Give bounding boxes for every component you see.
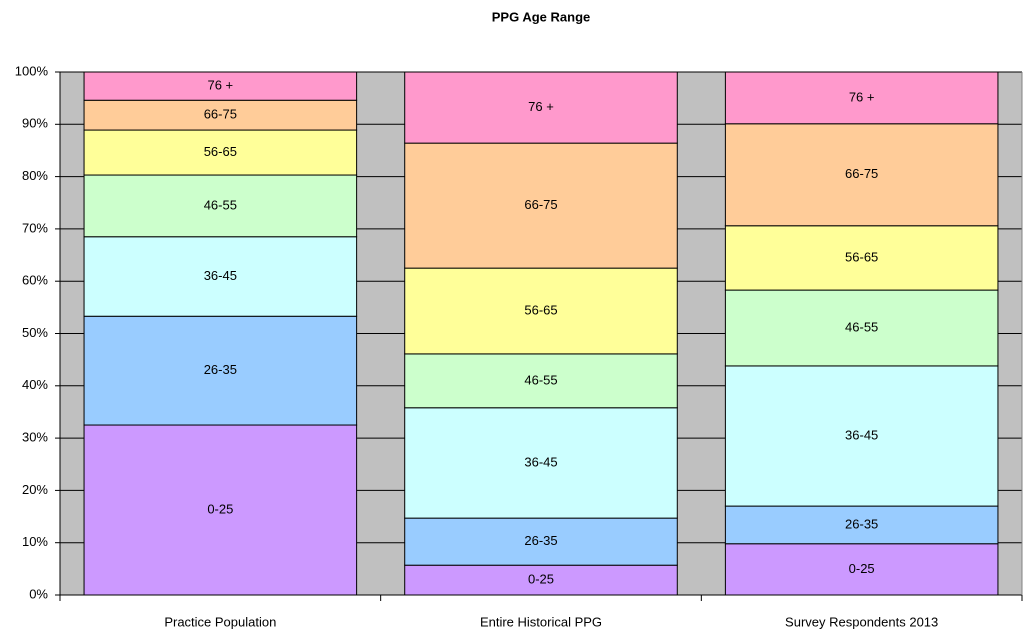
bar-segment: [724, 71, 999, 125]
segment-label: 46-55: [524, 372, 557, 387]
chart-title: PPG Age Range: [492, 9, 590, 24]
bar-segment: [404, 407, 678, 519]
bar-segment: [404, 353, 678, 409]
segment-label: 56-65: [204, 144, 237, 159]
segment-label: 26-35: [845, 516, 878, 531]
segment-label: 36-45: [524, 454, 557, 469]
bar-segment: [83, 174, 358, 238]
bar-segment: [724, 123, 999, 227]
bar-segment: [83, 315, 358, 426]
segment-label: 66-75: [845, 166, 878, 181]
segment-label: 0-25: [849, 561, 875, 576]
y-tick-label: 70%: [22, 220, 48, 235]
segment-label: 76 +: [849, 89, 875, 104]
segment-label: 46-55: [845, 319, 878, 334]
bar-segment: [404, 71, 678, 144]
segment-label: 46-55: [204, 197, 237, 212]
y-tick-label: 0%: [29, 586, 48, 601]
x-tick-label: Entire Historical PPG: [480, 614, 602, 629]
segment-label: 36-45: [204, 268, 237, 283]
y-tick-label: 60%: [22, 273, 48, 288]
segment-label: 56-65: [845, 249, 878, 264]
segment-label: 26-35: [204, 362, 237, 377]
y-tick-label: 20%: [22, 482, 48, 497]
bar-segment: [404, 142, 678, 269]
segment-label: 36-45: [845, 427, 878, 442]
segment-label: 66-75: [524, 197, 557, 212]
bar-segment: [724, 505, 999, 545]
bar-segment: [404, 267, 678, 355]
bar-segment: [724, 365, 999, 507]
x-tick-label: Survey Respondents 2013: [785, 614, 938, 629]
segment-label: 0-25: [207, 501, 233, 516]
bar-segment: [404, 564, 678, 596]
bar-segment: [724, 289, 999, 367]
bar-segment: [83, 129, 358, 176]
bar-segment: [724, 543, 999, 596]
y-tick-label: 10%: [22, 534, 48, 549]
bar-segment: [83, 236, 358, 317]
x-tick-label: Practice Population: [164, 614, 276, 629]
bar-segment: [724, 225, 999, 291]
segment-label: 26-35: [524, 533, 557, 548]
segment-label: 0-25: [528, 572, 554, 587]
y-tick-label: 100%: [15, 63, 49, 78]
y-tick-label: 90%: [22, 116, 48, 131]
y-tick-label: 50%: [22, 325, 48, 340]
segment-label: 76 +: [528, 99, 554, 114]
bar-segment: [404, 517, 678, 566]
segment-label: 66-75: [204, 107, 237, 122]
y-tick-label: 40%: [22, 377, 48, 392]
segment-label: 76 +: [207, 78, 233, 93]
y-tick-label: 30%: [22, 430, 48, 445]
bar-segment: [83, 71, 358, 101]
segment-label: 56-65: [524, 302, 557, 317]
y-tick-label: 80%: [22, 168, 48, 183]
